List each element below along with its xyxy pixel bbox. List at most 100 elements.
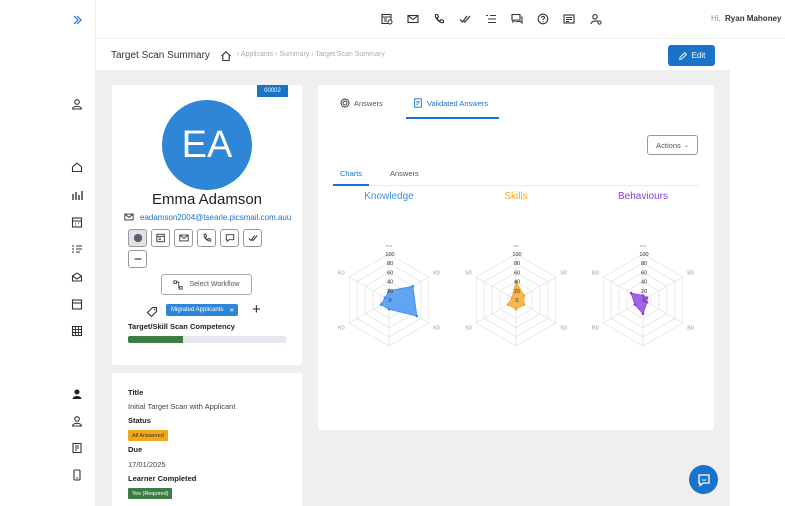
profile-card: 00002 EA Emma Adamson eadamson2004@tsear… <box>112 85 302 365</box>
radar-data-point <box>645 296 649 299</box>
status-badge: All Answered <box>128 430 168 441</box>
radar-data-point <box>415 314 419 318</box>
competency-progress-bar <box>128 336 286 343</box>
radar-data-point <box>522 294 526 297</box>
tab-answers[interactable]: Answers <box>340 98 383 108</box>
status-label: Status <box>128 416 151 425</box>
radar-axis-label: K0 <box>386 245 393 249</box>
radar-axis-label: K0 <box>433 271 440 277</box>
answers-panel: Answers Validated Answers Actions ⌄ Char… <box>318 85 714 430</box>
breadcrumb[interactable]: › Applicants › Summary › Target Scan Sum… <box>237 51 385 58</box>
radar-tick-label: 0 <box>642 298 645 304</box>
subtab-charts[interactable]: Charts <box>340 169 363 178</box>
messages-icon[interactable] <box>510 12 524 26</box>
radar-axis-label: S0 <box>465 271 472 277</box>
page-title: Target Scan Summary <box>111 50 210 61</box>
title-value: Initial Target Scan with Applicant <box>128 402 236 411</box>
pencil-icon <box>678 51 687 60</box>
edit-button[interactable]: Edit <box>668 45 715 66</box>
user-settings-icon[interactable] <box>589 12 603 26</box>
radar-tick-label: 0 <box>388 298 391 304</box>
task-list-icon[interactable] <box>484 12 498 26</box>
minus-icon <box>134 258 141 260</box>
home-icon[interactable] <box>220 49 232 62</box>
tab-answers-label: Answers <box>354 98 383 108</box>
double-check-icon[interactable] <box>458 12 472 26</box>
greeting-text: Hi, <box>711 14 721 23</box>
actions-dropdown[interactable]: Actions ⌄ <box>647 135 698 155</box>
radar-data-point <box>633 303 637 306</box>
add-tag-icon[interactable]: + <box>252 301 261 318</box>
radar-axis-label: S0 <box>560 271 567 277</box>
inbox-icon[interactable] <box>70 270 84 284</box>
double-check-button[interactable] <box>243 229 262 247</box>
table-icon[interactable] <box>70 324 84 338</box>
mobile-icon[interactable] <box>70 468 84 482</box>
radar-data-point <box>641 294 645 297</box>
behaviours-chart-title: Behaviours <box>617 191 669 202</box>
radar-tick-label: 100 <box>639 252 648 258</box>
circle-icon <box>133 233 142 243</box>
radar-spoke <box>476 276 517 301</box>
radar-tick-label: 100 <box>385 252 394 258</box>
chat-support-button[interactable] <box>689 465 718 494</box>
radar-spoke <box>642 299 683 324</box>
radar-axis-label: B0 <box>687 271 694 277</box>
status-dot-button[interactable] <box>128 229 147 247</box>
skills-radar-chart: S0S0S0S0S0S0020406080100 <box>465 245 567 347</box>
target-icon <box>340 98 350 108</box>
tasks-list-icon[interactable] <box>70 242 84 256</box>
select-workflow-button[interactable]: Select Workflow <box>161 274 252 295</box>
remove-tag-icon[interactable]: ✕ <box>229 307 235 314</box>
phone-icon <box>203 233 211 242</box>
phone-icon[interactable] <box>432 12 446 26</box>
applicant-id-badge: 00002 <box>257 85 288 97</box>
radar-tick-label: 0 <box>515 298 518 304</box>
calendar-notes-icon <box>155 233 165 243</box>
radar-tick-label: 80 <box>387 261 393 267</box>
receipt-icon[interactable] <box>70 441 84 455</box>
profile-icon[interactable] <box>70 97 84 111</box>
message-button[interactable] <box>220 229 239 247</box>
calendar-notes-icon[interactable] <box>380 12 394 26</box>
checklist-icon <box>414 98 422 108</box>
radar-tick-label: 80 <box>514 261 520 267</box>
radar-tick-label: 40 <box>514 280 520 286</box>
radar-data-point <box>645 301 649 304</box>
radar-tick-label: 20 <box>641 289 647 295</box>
analytics-icon[interactable] <box>70 188 84 202</box>
calendar-icon[interactable] <box>70 215 84 229</box>
applicant-avatar: EA <box>162 100 252 190</box>
radar-data-point <box>641 312 645 316</box>
user-name: Ryan Mahoney <box>725 14 782 23</box>
calendar-notes-button[interactable] <box>151 229 170 247</box>
radar-tick-label: 20 <box>514 289 520 295</box>
applicant-email[interactable]: eadamson2004@tsearle.picsmail.com.auu <box>124 212 291 222</box>
mail-button[interactable] <box>174 229 193 247</box>
radar-data-point <box>506 303 510 306</box>
subtab-answers[interactable]: Answers <box>390 169 419 178</box>
minus-button[interactable] <box>128 250 147 268</box>
schedule-icon[interactable] <box>70 297 84 311</box>
phone-button[interactable] <box>197 229 216 247</box>
home-icon[interactable] <box>70 160 84 174</box>
chevron-down-icon: ⌄ <box>683 142 689 149</box>
tab-validated-answers-label: Validated Answers <box>427 98 489 108</box>
radar-axis-label: S0 <box>560 326 567 332</box>
applicant-tag: Migrated Applicants ✕ <box>166 304 239 316</box>
radar-data-point <box>514 307 518 311</box>
invoice-icon[interactable] <box>562 12 576 26</box>
expand-chevron-icon[interactable] <box>70 13 84 27</box>
mail-icon[interactable] <box>406 12 420 26</box>
radar-spoke <box>349 276 390 301</box>
radar-axis-label: K0 <box>338 271 345 277</box>
radar-data-point <box>522 303 526 306</box>
top-bar: Hi, Ryan Mahoney RM <box>96 0 785 38</box>
help-icon[interactable] <box>536 12 550 26</box>
radar-axis-label: B0 <box>592 326 599 332</box>
tab-validated-answers[interactable]: Validated Answers <box>413 98 488 108</box>
workflow-icon <box>173 279 184 290</box>
user-solid-icon[interactable] <box>70 387 84 401</box>
user-outline-icon[interactable] <box>70 414 84 428</box>
radar-tick-label: 20 <box>387 289 393 295</box>
